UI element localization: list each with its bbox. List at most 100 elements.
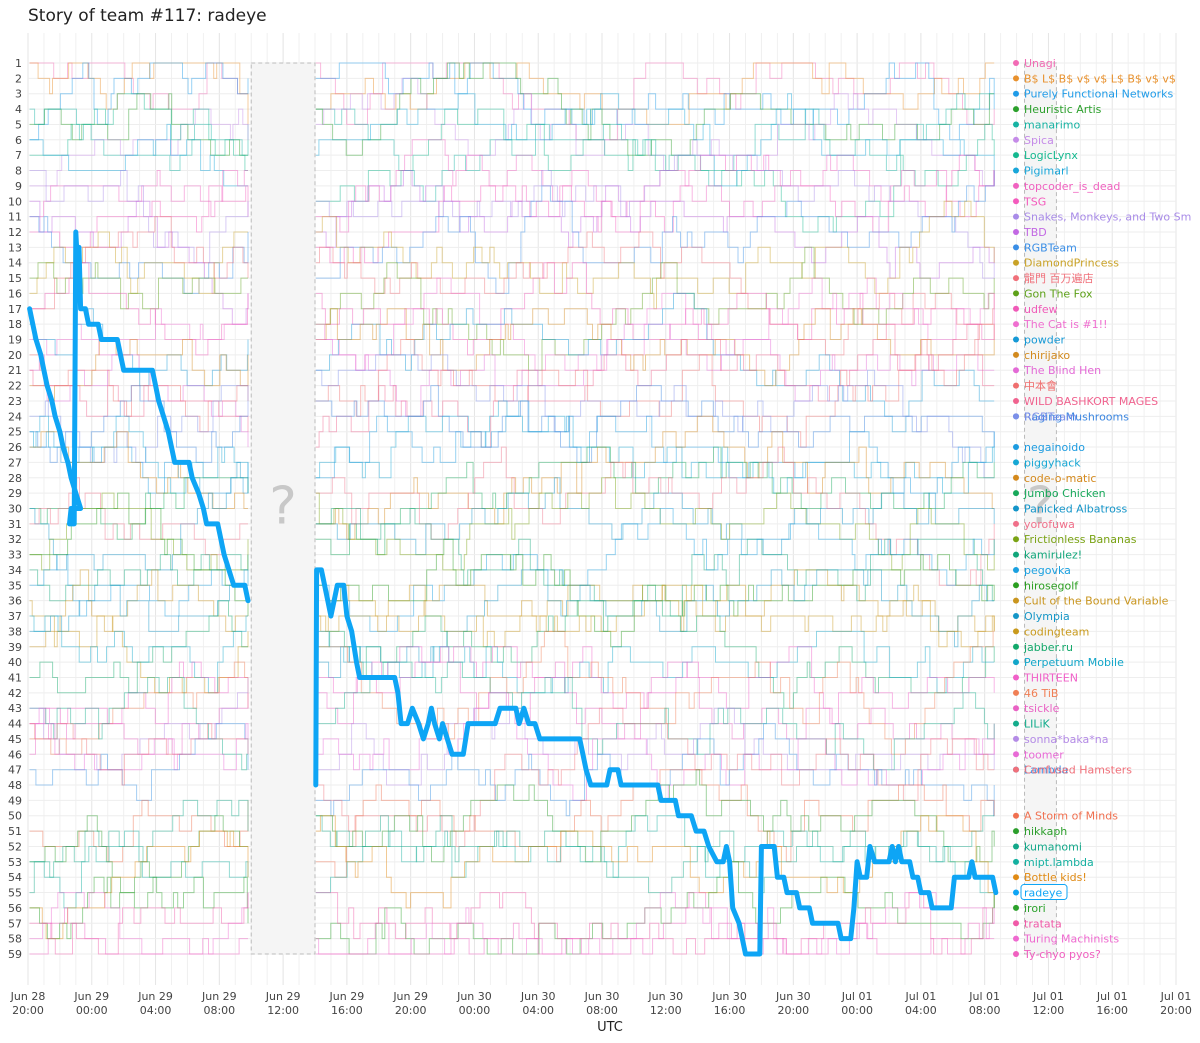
highlight-line xyxy=(27,229,251,604)
team-label: kamirulez! xyxy=(1024,549,1082,562)
team-line xyxy=(315,93,995,202)
y-tick-label: 38 xyxy=(8,625,22,638)
team-dot xyxy=(1013,382,1019,389)
team-dot xyxy=(1013,367,1019,374)
team-label: radeye xyxy=(1024,887,1063,900)
y-tick-label: 11 xyxy=(8,211,22,224)
y-tick-label: 52 xyxy=(8,840,22,853)
team-line xyxy=(29,185,249,248)
team-line xyxy=(29,62,249,125)
team-label: kumanomi xyxy=(1024,840,1082,853)
y-tick-label: 25 xyxy=(8,426,22,439)
team-label: topcoder_is_dead xyxy=(1024,180,1120,193)
x-tick-label: 00:00 xyxy=(76,1004,108,1017)
team-line xyxy=(29,308,248,356)
team-line xyxy=(315,323,995,448)
team-label: TSG xyxy=(1023,195,1046,208)
team-line xyxy=(29,170,249,264)
team-dot xyxy=(1013,951,1019,957)
team-dot xyxy=(1013,413,1019,420)
team-dot xyxy=(1013,351,1019,358)
team-line xyxy=(315,231,995,356)
team-line xyxy=(29,815,248,894)
y-tick-label: 34 xyxy=(8,564,22,577)
y-tick-label: 19 xyxy=(8,334,22,347)
x-tick-label: Jun 29 xyxy=(201,990,237,1003)
team-line xyxy=(29,461,249,571)
team-line xyxy=(29,262,248,310)
team-label: irori xyxy=(1024,902,1046,915)
gap-box xyxy=(250,62,316,955)
team-line xyxy=(315,692,995,801)
team-line xyxy=(315,446,995,586)
team-label: negainoido xyxy=(1024,441,1085,454)
team-dot xyxy=(1013,198,1019,205)
team-label: Snakes, Monkeys, and Two Sm xyxy=(1024,211,1191,224)
team-line xyxy=(315,262,995,356)
y-tick-label: 57 xyxy=(8,917,22,930)
x-tick-label: Jun 30 xyxy=(711,990,747,1003)
team-line xyxy=(29,677,248,771)
y-tick-label: 26 xyxy=(8,441,22,454)
x-tick-label: Jun 29 xyxy=(265,990,301,1003)
team-line xyxy=(315,815,995,908)
team-label: Cult of the Bound Variable xyxy=(1024,595,1169,608)
team-line xyxy=(315,292,995,433)
team-label: Frictionless Bananas xyxy=(1024,533,1137,546)
team-dot xyxy=(1013,336,1019,343)
team-line xyxy=(315,892,995,955)
y-tick-label: 27 xyxy=(8,456,22,469)
x-tick-label: Jul 01 xyxy=(968,990,1000,1003)
team-label: jabber.ru xyxy=(1023,641,1073,654)
team-dot xyxy=(1013,305,1019,312)
x-axis-label: UTC xyxy=(597,1020,623,1035)
x-tick-label: 08:00 xyxy=(203,1004,235,1017)
chart-title: Story of team #117: radeye xyxy=(28,6,267,26)
team-line xyxy=(315,661,995,771)
y-tick-label: 46 xyxy=(8,748,22,761)
x-tick-label: Jun 30 xyxy=(647,990,683,1003)
team-label: Pigimarl xyxy=(1024,165,1069,178)
team-dot xyxy=(1013,290,1019,297)
gap-box xyxy=(1024,62,1057,955)
y-tick-label: 31 xyxy=(8,518,22,531)
team-label: Perpetuum Mobile xyxy=(1024,656,1124,669)
team-dot xyxy=(1013,459,1019,466)
team-line xyxy=(29,93,248,171)
background-team-lines xyxy=(29,62,995,955)
team-line xyxy=(315,646,995,755)
team-line xyxy=(315,892,995,955)
y-tick-label: 47 xyxy=(8,764,22,777)
y-tick-label: 37 xyxy=(8,610,22,623)
team-line xyxy=(29,170,248,218)
team-dot xyxy=(1013,520,1019,527)
team-line xyxy=(29,431,249,494)
x-tick-label: Jun 30 xyxy=(520,990,556,1003)
team-dot xyxy=(1013,167,1019,174)
team-line xyxy=(315,400,995,494)
team-line xyxy=(29,554,249,602)
y-tick-label: 20 xyxy=(8,349,22,362)
y-tick-label: 3 xyxy=(15,88,22,101)
team-dot xyxy=(1013,121,1019,128)
data-gaps: ?? xyxy=(250,62,1057,955)
team-line xyxy=(315,584,995,648)
team-line xyxy=(315,600,995,709)
x-tick-label: 04:00 xyxy=(140,1004,172,1017)
y-tick-label: 41 xyxy=(8,671,22,684)
y-tick-label: 8 xyxy=(15,165,22,178)
team-dot xyxy=(1013,75,1019,82)
y-tick-label: 9 xyxy=(15,180,22,193)
team-label: 46 TiB xyxy=(1024,687,1058,700)
x-tick-label: 20:00 xyxy=(777,1004,809,1017)
team-dot xyxy=(1013,628,1019,635)
y-tick-label: 44 xyxy=(8,718,22,731)
team-dot xyxy=(1013,720,1019,727)
team-label: Confused Hamsters xyxy=(1024,764,1132,777)
y-tick-label: 42 xyxy=(8,687,22,700)
team-label: DiamondPrincess xyxy=(1024,257,1119,270)
team-line xyxy=(29,492,249,571)
team-line xyxy=(29,477,248,556)
team-line xyxy=(315,569,995,678)
team-dot xyxy=(1013,843,1019,850)
